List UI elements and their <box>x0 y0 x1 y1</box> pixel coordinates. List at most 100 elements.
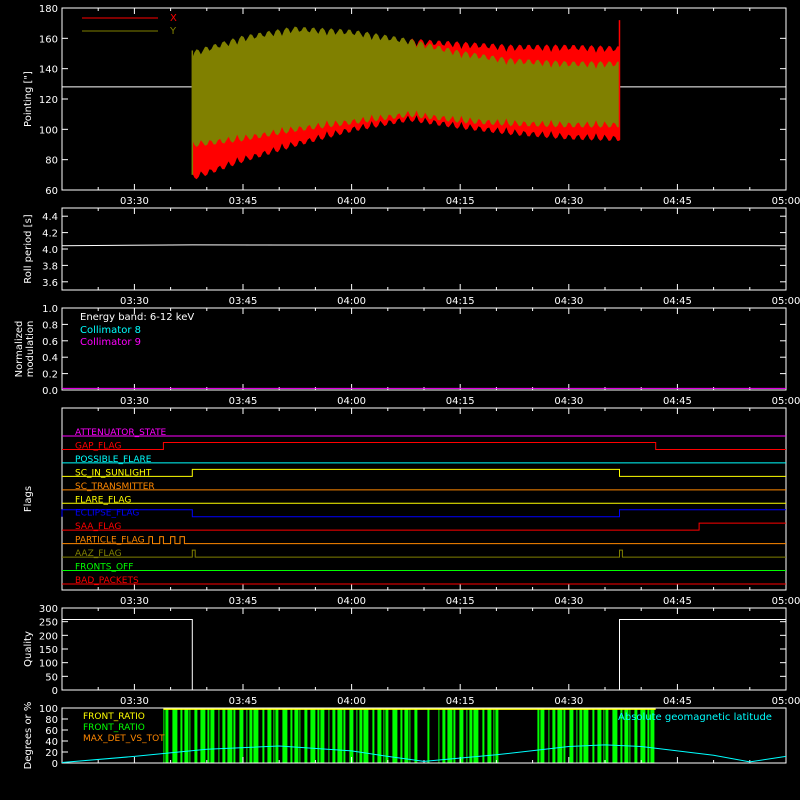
front-ratio-bar <box>372 708 375 763</box>
front-ratio-bar <box>409 708 411 763</box>
plot-frame-4 <box>61 407 787 591</box>
legend-label-x: X <box>170 13 177 24</box>
flag-line-saa-flag <box>62 522 786 531</box>
legend-collimator-8: Collimator 8 <box>80 325 141 336</box>
y-axis-label: Degrees or % <box>23 702 34 770</box>
front-ratio-bar <box>359 708 363 763</box>
front-ratio-bar <box>299 708 301 763</box>
x-tick-label: 04:00 <box>337 696 366 707</box>
y-tick-label: 120 <box>39 95 58 106</box>
x-tick-label: 04:00 <box>337 296 366 307</box>
flag-label-bad-packets: BAD_PACKETS <box>75 576 139 586</box>
front-ratio-bar <box>605 708 609 763</box>
front-ratio-bar <box>495 708 499 763</box>
legend-max-det-vs-tot-2: MAX_DET_VS_TOT <box>83 734 165 744</box>
front-ratio-bar <box>459 708 464 763</box>
y-tick-label: 100 <box>39 659 58 670</box>
front-ratio-bar <box>317 708 320 763</box>
geomagnetic-latitude-label: Absolute geomagnetic latitude <box>618 712 772 723</box>
flag-label-saa-flag: SAA_FLAG <box>75 522 121 532</box>
y-tick-label: 100 <box>39 704 58 715</box>
front-ratio-bar <box>310 708 316 763</box>
front-ratio-bar <box>438 708 440 763</box>
front-ratio-bar <box>239 708 244 763</box>
y-axis-label: Flags <box>23 486 34 512</box>
front-ratio-bar <box>163 708 165 763</box>
y-tick-label: 3.8 <box>42 261 58 272</box>
front-ratio-bar <box>612 708 618 763</box>
y-tick-label: 0.2 <box>42 370 58 381</box>
x-tick-label: 04:00 <box>337 396 366 407</box>
front-ratio-bar <box>210 708 215 763</box>
flag-line-eclipse-flag <box>61 509 786 518</box>
x-tick-label: 03:30 <box>120 296 149 307</box>
front-ratio-bar <box>262 708 265 763</box>
geomagnetic-latitude-line <box>61 744 787 763</box>
front-ratio-bar <box>290 708 293 763</box>
x-tick-label: 03:45 <box>229 396 258 407</box>
front-ratio-bar <box>343 708 346 763</box>
y-axis-label: Pointing ["] <box>23 71 34 127</box>
front-ratio-bar <box>453 708 456 763</box>
front-ratio-bar <box>294 708 299 763</box>
y-tick-label: 0.6 <box>42 337 58 348</box>
front-ratio-bar <box>218 708 220 763</box>
front-ratio-bar <box>363 708 369 763</box>
x-tick-label: 05:00 <box>772 696 800 707</box>
legend-collimator-9: Collimator 9 <box>80 337 141 348</box>
x-tick-label: 05:00 <box>772 196 800 207</box>
front-ratio-bar <box>624 708 629 763</box>
y-axis-label: Normalized <box>14 321 25 378</box>
flag-label-sc-in-sunlight: SC_IN_SUNLIGHT <box>75 468 152 478</box>
front-ratio-bar <box>332 708 336 763</box>
x-tick-label: 04:45 <box>663 696 692 707</box>
x-tick-label: 04:30 <box>554 596 583 607</box>
flag-label-fronts-off: FRONTS_OFF <box>75 563 133 573</box>
x-tick-label: 04:45 <box>663 296 692 307</box>
front-ratio-bar <box>328 708 330 763</box>
front-ratio-bar <box>222 708 226 763</box>
y-tick-label: 4.4 <box>42 212 58 223</box>
y-tick-label: 4.2 <box>42 229 58 240</box>
front-ratio-bar <box>180 708 183 763</box>
front-ratio-bar <box>427 708 430 763</box>
front-ratio-bar <box>540 708 545 763</box>
x-tick-label: 05:00 <box>772 596 800 607</box>
flag-line-gap-flag <box>62 441 786 450</box>
y-tick-label: 160 <box>39 34 58 45</box>
front-ratio-bar <box>304 708 308 763</box>
front-ratio-bar <box>557 708 563 763</box>
front-ratio-bar <box>493 708 495 763</box>
front-ratio-bar <box>629 708 631 763</box>
x-tick-label: 03:30 <box>120 696 149 707</box>
legend-front-ratio-0: FRONT_RATIO <box>83 712 145 722</box>
flag-label-aaz-flag: AAZ_FLAG <box>75 549 122 559</box>
front-ratio-bar <box>392 708 398 763</box>
legend-label-y: Y <box>169 26 177 37</box>
x-tick-label: 03:45 <box>229 196 258 207</box>
y-tick-label: 60 <box>45 726 58 737</box>
y-axis-label: Roll period [s] <box>23 214 34 283</box>
flag-label-sc-transmitter: SC_TRANSMITTER <box>75 482 155 492</box>
front-ratio-bar <box>548 708 550 763</box>
y-tick-label: 140 <box>39 65 58 76</box>
front-ratio-bar <box>592 708 595 763</box>
front-ratio-bar <box>273 708 275 763</box>
front-ratio-bar <box>569 708 574 763</box>
front-ratio-bar <box>385 708 389 763</box>
x-tick-label: 05:00 <box>772 296 800 307</box>
flag-label-attenuator-state: ATTENUATOR_STATE <box>75 428 167 438</box>
x-tick-label: 04:45 <box>663 596 692 607</box>
front-ratio-bar <box>537 708 540 763</box>
flag-label-particle-flag: PARTICLE_FLAG <box>75 536 145 546</box>
energy-band-annotation: Energy band: 6-12 keV <box>80 312 194 323</box>
front-ratio-bar <box>337 708 343 763</box>
front-ratio-bar <box>349 708 354 763</box>
front-ratio-bar <box>383 708 385 763</box>
plot-frame-5 <box>61 607 787 691</box>
flag-line-aaz-flag <box>62 549 786 558</box>
y-tick-label: 80 <box>45 156 58 167</box>
quality-line <box>62 619 786 691</box>
